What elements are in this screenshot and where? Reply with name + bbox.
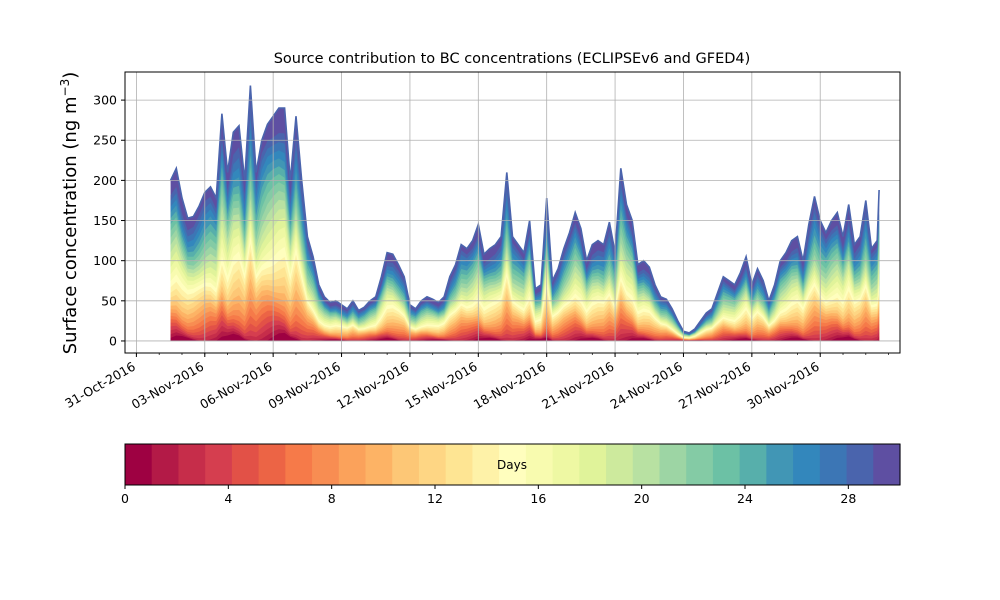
colorbar-segment — [285, 444, 313, 485]
colorbar-segment — [258, 444, 286, 485]
colorbar-segment — [499, 444, 527, 485]
colorbar-tick-label: 24 — [737, 491, 753, 506]
colorbar-tick-label: 0 — [121, 491, 129, 506]
colorbar-segment — [231, 444, 260, 485]
colorbar-segment — [686, 444, 714, 485]
x-tick-label: 15-Nov-2016 — [402, 359, 480, 412]
colorbar-segment — [472, 444, 500, 485]
colorbar-tick-label: 28 — [840, 491, 856, 506]
plot-area — [125, 72, 900, 353]
colorbar-ticks: 0 4 8 12 16 20 24 28 — [121, 485, 856, 506]
colorbar-label: Days — [497, 458, 527, 472]
colorbar-tick-label: 8 — [328, 491, 336, 506]
y-axis-label-main: Surface concentration (ng m — [60, 96, 81, 354]
colorbar-segment — [125, 444, 153, 485]
colorbar-segment — [632, 444, 661, 485]
colorbar — [125, 444, 901, 485]
x-tick-label: 27-Nov-2016 — [676, 359, 754, 412]
colorbar-tick-label: 12 — [427, 491, 443, 506]
colorbar-segment — [766, 444, 794, 485]
grid-lines — [125, 72, 900, 353]
x-tick-label: 12-Nov-2016 — [334, 359, 412, 412]
x-tick-label: 30-Nov-2016 — [744, 359, 822, 412]
colorbar-segment — [659, 444, 687, 485]
colorbar-segment — [151, 444, 180, 485]
y-tick-label: 50 — [101, 293, 117, 308]
y-tick-label: 200 — [93, 173, 117, 188]
colorbar-segment — [418, 444, 447, 485]
colorbar-tick-label: 16 — [530, 491, 546, 506]
colorbar-segment — [552, 444, 580, 485]
x-tick-label: 21-Nov-2016 — [539, 359, 617, 412]
colorbar-segment — [392, 444, 420, 485]
y-axis-label-exponent: −3 — [58, 79, 72, 97]
y-tick-label: 150 — [93, 213, 117, 228]
colorbar-segment — [846, 444, 874, 485]
x-tick-label: 06-Nov-2016 — [197, 359, 275, 412]
x-tick-label: 31-Oct-2016 — [62, 359, 138, 411]
y-tick-label: 100 — [93, 253, 117, 268]
colorbar-segment — [793, 444, 821, 485]
y-tick-label: 0 — [109, 333, 117, 348]
colorbar-frame — [124, 443, 901, 486]
colorbar-segment — [338, 444, 367, 485]
x-tick-label: 18-Nov-2016 — [471, 359, 549, 412]
colorbar-segment — [525, 444, 554, 485]
colorbar-segment — [819, 444, 848, 485]
colorbar-tick-label: 20 — [634, 491, 650, 506]
y-tick-label: 250 — [93, 133, 117, 148]
colorbar-segment — [606, 444, 634, 485]
colorbar-segment — [579, 444, 607, 485]
x-axis: 31-Oct-201603-Nov-201606-Nov-201609-Nov-… — [62, 353, 889, 412]
chart-title: Source contribution to BC concentrations… — [274, 51, 751, 67]
colorbar-segment — [205, 444, 233, 485]
band-day-0 — [170, 332, 880, 341]
y-axis-label-close: ) — [60, 72, 81, 79]
x-tick-label: 03-Nov-2016 — [129, 359, 207, 412]
contribution-bands — [170, 85, 880, 342]
colorbar-tick-label: 4 — [224, 491, 232, 506]
colorbar-segment — [178, 444, 206, 485]
colorbar-segment — [712, 444, 741, 485]
colorbar-segment — [739, 444, 767, 485]
colorbar-segment — [445, 444, 474, 485]
colorbar-segment — [873, 444, 901, 485]
total-concentration-line — [169, 85, 880, 334]
plot-frame — [124, 71, 901, 354]
y-axis: 0 50 100 150 200 250 300 — [93, 93, 125, 348]
colorbar-segment — [365, 444, 393, 485]
colorbar-segment — [312, 444, 340, 485]
x-tick-label: 24-Nov-2016 — [607, 359, 685, 412]
y-axis-label: Surface concentration (ng m−3) — [58, 72, 81, 355]
y-tick-label: 300 — [93, 93, 117, 108]
x-tick-label: 09-Nov-2016 — [266, 359, 344, 412]
